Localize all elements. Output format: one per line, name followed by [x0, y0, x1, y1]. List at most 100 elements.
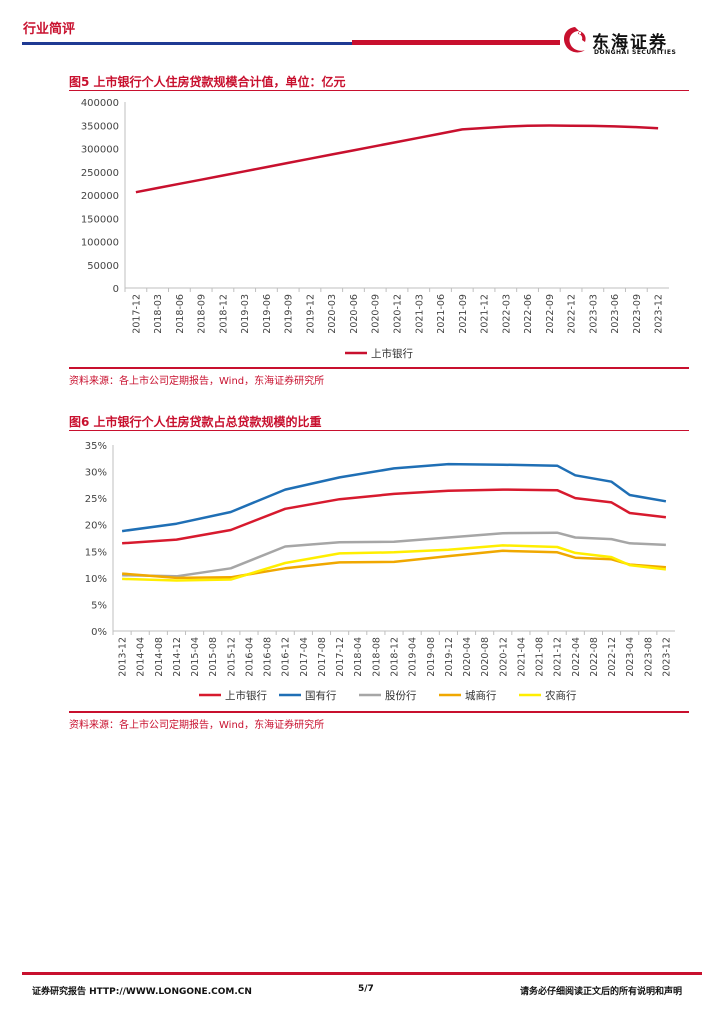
fig6-series-line-2 [122, 531, 666, 578]
fig6-legend-label-2: 股份行 [385, 689, 417, 702]
fig6-x-tick-label: 2022-12 [607, 637, 618, 677]
figure6-title: 图6 上市银行个人住房贷款占总贷款规模的比重 [69, 415, 322, 429]
fig5-x-tick-label: 2019-12 [305, 294, 316, 334]
figure5-top-rule [69, 90, 689, 91]
fig6-x-tick-label: 2015-08 [208, 637, 219, 677]
fig6-x-tick-label: 2019-12 [444, 637, 455, 677]
fig5-y-tick-label: 150000 [81, 214, 119, 225]
fig5-x-tick-label: 2017-12 [131, 294, 142, 334]
fig5-x-tick-label: 2020-03 [327, 294, 338, 334]
header-rule-blue [22, 42, 362, 45]
fig6-x-tick-label: 2020-08 [480, 637, 491, 677]
fig5-x-tick-label: 2021-09 [458, 294, 469, 334]
figure6-top-rule [69, 430, 689, 431]
fig6-series-line-0 [122, 488, 667, 545]
dragon-emblem-icon [564, 27, 586, 53]
fig6-y-tick-label: 20% [85, 521, 107, 532]
fig5-legend-label-0: 上市银行 [371, 347, 413, 360]
fig5-y-tick-label: 350000 [81, 121, 119, 132]
company-logo: 东海证券 DONGHAI SECURITIES [560, 24, 710, 58]
fig6-y-tick-label: 30% [85, 468, 107, 479]
fig5-x-tick-label: 2018-09 [197, 294, 208, 334]
footer-website[interactable]: 证券研究报告 HTTP://WWW.LONGONE.COM.CN [32, 987, 252, 997]
fig6-x-tick-label: 2022-04 [571, 637, 582, 677]
fig5-x-tick-label: 2022-12 [567, 294, 578, 334]
fig6-x-tick-label: 2020-04 [462, 637, 473, 677]
fig6-x-tick-label: 2017-12 [335, 637, 346, 677]
footer-disclaimer: 请务必仔细阅读正文后的所有说明和声明 [520, 987, 683, 997]
fig5-x-tick-label: 2020-09 [371, 294, 382, 334]
fig5-x-tick-label: 2021-12 [480, 294, 491, 334]
fig5-x-tick-label: 2022-06 [523, 294, 534, 334]
fig6-legend-label-4: 农商行 [545, 689, 577, 702]
fig6-series-line-3 [122, 549, 666, 580]
figure6-source: 资料来源：各上市公司定期报告，Wind，东海证券研究所 [69, 720, 325, 731]
fig5-x-tick-label: 2019-03 [240, 294, 251, 334]
fig5-x-tick-label: 2021-06 [436, 294, 447, 334]
footer-rule [22, 972, 702, 975]
fig6-x-tick-label: 2013-12 [118, 637, 129, 677]
page-number: 5/7 [358, 984, 374, 994]
figure5-chart: 400000 350000 300000 250000 200000 150000 1000… [81, 98, 669, 360]
fig5-y-tick-label: 100000 [81, 238, 119, 249]
fig6-x-tick-label: 2017-04 [299, 637, 310, 677]
fig6-x-tick-label: 2016-08 [263, 637, 274, 677]
fig6-x-tick-label: 2018-04 [353, 637, 364, 677]
fig5-y-tick-label: 250000 [81, 168, 119, 179]
fig5-series-line-0 [135, 124, 659, 194]
fig6-x-tick-label: 2023-08 [643, 637, 654, 677]
fig6-x-tick-label: 2018-08 [371, 637, 382, 677]
fig6-x-tick-label: 2016-04 [244, 637, 255, 677]
fig5-x-tick-label: 2019-09 [284, 294, 295, 334]
fig5-x-tick-label: 2021-03 [414, 294, 425, 334]
fig6-x-tick-label: 2014-04 [136, 637, 147, 677]
report-type-title: 行业简评 [23, 22, 76, 37]
fig5-x-tick-label: 2019-06 [262, 294, 273, 334]
fig6-x-tick-label: 2017-08 [317, 637, 328, 677]
fig5-x-tick-label: 2018-03 [153, 294, 164, 334]
fig5-x-tick-label: 2018-12 [218, 294, 229, 334]
fig6-x-tick-label: 2019-04 [408, 637, 419, 677]
fig5-x-tick-label: 2018-06 [175, 294, 186, 334]
fig6-x-tick-label: 2016-12 [281, 637, 292, 677]
fig6-x-tick-label: 2015-12 [226, 637, 237, 677]
fig5-x-tick-label: 2022-09 [545, 294, 556, 334]
figure5-title: 图5 上市银行个人住房贷款规模合计值，单位：亿元 [69, 75, 346, 89]
fig5-x-tick-label: 2022-03 [501, 294, 512, 334]
fig6-y-tick-label: 35% [85, 441, 107, 452]
fig6-x-tick-label: 2021-04 [516, 637, 527, 677]
figure5-source: 资料来源：各上市公司定期报告，Wind，东海证券研究所 [69, 376, 325, 387]
fig6-x-tick-label: 2014-12 [172, 637, 183, 677]
fig6-y-tick-label: 25% [85, 494, 107, 505]
fig6-y-tick-label: 10% [85, 574, 107, 585]
fig6-x-tick-label: 2018-12 [390, 637, 401, 677]
fig5-x-tick-label: 2020-06 [349, 294, 360, 334]
fig6-x-tick-label: 2019-08 [426, 637, 437, 677]
fig6-x-tick-label: 2021-12 [553, 637, 564, 677]
fig5-y-tick-label: 0 [113, 284, 119, 295]
logo-chinese-name: 东海证券 [592, 33, 668, 53]
fig6-series-line-1 [121, 462, 667, 533]
fig6-x-tick-label: 2021-08 [535, 637, 546, 677]
fig6-y-tick-label: 15% [85, 547, 107, 558]
fig5-x-tick-label: 2023-03 [588, 294, 599, 334]
fig6-legend-label-0: 上市银行 [225, 689, 267, 702]
figure6-chart: 35% 30% 25% 20% 15% 10% 5% 0% 2013-12 2014-04 2014… [85, 441, 675, 702]
fig6-legend-label-3: 城商行 [465, 689, 497, 702]
header-rule-red [352, 40, 704, 45]
fig5-x-tick-label: 2020-12 [393, 294, 404, 334]
fig5-y-tick-label: 300000 [81, 145, 119, 156]
fig6-x-tick-label: 2015-04 [190, 637, 201, 677]
fig5-y-tick-label: 200000 [81, 191, 119, 202]
fig6-x-tick-label: 2023-12 [661, 637, 672, 677]
figure5-bottom-rule [69, 367, 689, 369]
fig6-x-tick-label: 2020-12 [498, 637, 509, 677]
fig5-x-tick-label: 2023-12 [654, 294, 665, 334]
fig6-x-tick-label: 2023-04 [625, 637, 636, 677]
fig5-y-tick-label: 50000 [87, 261, 119, 272]
fig6-series-line-4 [122, 544, 667, 582]
fig5-x-tick-label: 2023-06 [610, 294, 621, 334]
logo-english-name: DONGHAI SECURITIES [594, 49, 677, 56]
fig6-x-tick-label: 2022-08 [589, 637, 600, 677]
fig6-y-tick-label: 5% [91, 600, 107, 611]
